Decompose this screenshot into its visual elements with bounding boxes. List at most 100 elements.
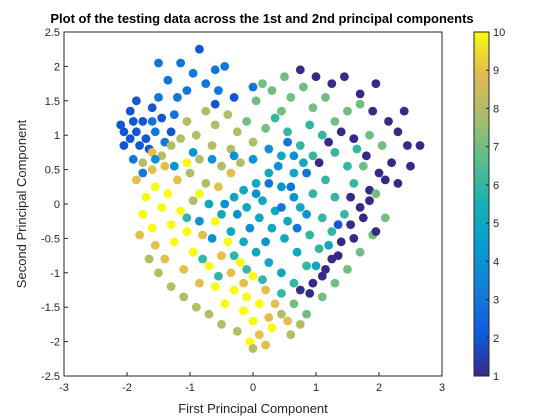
data-point: [365, 130, 374, 140]
data-point: [321, 175, 330, 185]
data-point: [254, 213, 264, 223]
data-point: [188, 247, 198, 257]
data-point: [368, 106, 378, 116]
data-point: [154, 268, 163, 278]
data-point: [289, 168, 299, 178]
data-point: [248, 137, 258, 147]
y-tick-label: 1.5: [45, 96, 60, 108]
data-point: [358, 213, 368, 223]
data-point: [349, 134, 359, 144]
data-point: [160, 161, 170, 171]
data-point: [302, 309, 311, 319]
data-point: [163, 189, 173, 199]
data-point: [232, 326, 242, 336]
data-point: [277, 289, 286, 298]
data-point: [261, 123, 270, 133]
y-tick-label: 2.5: [45, 27, 60, 39]
data-point: [330, 148, 340, 157]
data-point: [147, 117, 157, 126]
data-point: [302, 209, 311, 219]
data-point: [207, 234, 217, 243]
data-point: [289, 151, 299, 161]
data-point: [415, 141, 425, 150]
data-point: [336, 237, 346, 247]
data-point: [280, 72, 289, 82]
data-point: [188, 68, 198, 78]
data-point: [128, 117, 138, 126]
data-point: [251, 179, 261, 188]
data-point: [188, 196, 198, 206]
data-point: [160, 254, 170, 264]
data-point: [141, 192, 151, 202]
data-point: [273, 161, 283, 171]
data-point: [277, 106, 286, 116]
data-point: [324, 137, 333, 147]
data-point: [226, 268, 236, 278]
x-tick-label: 1: [313, 382, 319, 394]
data-point: [308, 103, 318, 113]
data-point: [195, 154, 204, 164]
data-point: [283, 127, 292, 137]
data-point: [343, 161, 352, 171]
data-point: [349, 179, 359, 188]
data-point: [157, 203, 167, 212]
colorbar-tick-label: 1: [493, 371, 499, 383]
data-point: [355, 247, 365, 257]
data-point: [239, 306, 249, 315]
data-point: [173, 93, 182, 102]
x-tick-label: 2: [376, 382, 382, 394]
y-tick-label: -1.5: [41, 302, 60, 314]
data-point: [220, 199, 230, 209]
data-point: [217, 161, 226, 171]
data-point: [299, 158, 308, 168]
data-point: [132, 96, 141, 106]
data-point: [251, 189, 261, 199]
x-tick-label: -1: [185, 382, 195, 394]
data-point: [264, 258, 274, 267]
data-point: [330, 278, 340, 288]
data-point: [166, 282, 176, 291]
x-tick-label: 0: [250, 382, 256, 394]
data-point: [229, 151, 239, 161]
data-point: [362, 151, 371, 161]
data-point: [182, 227, 192, 236]
data-point: [147, 223, 157, 233]
colorbar-tick-label: 9: [493, 65, 499, 77]
data-point: [232, 127, 242, 137]
x-tick-label: 3: [439, 382, 445, 394]
data-point: [132, 175, 141, 185]
data-point: [305, 289, 315, 298]
data-point: [132, 127, 141, 137]
data-point: [242, 265, 252, 274]
points-layer: [116, 44, 425, 353]
data-point: [138, 209, 148, 219]
data-point: [154, 93, 163, 102]
data-point: [267, 323, 277, 333]
data-point: [169, 237, 179, 247]
data-point: [264, 313, 274, 322]
data-point: [116, 120, 126, 130]
data-point: [248, 344, 258, 353]
data-point: [324, 240, 333, 250]
data-point: [317, 271, 327, 281]
data-point: [179, 265, 189, 274]
data-point: [239, 185, 249, 195]
data-point: [314, 158, 324, 168]
y-tick-label: -2: [50, 337, 60, 349]
data-point: [384, 117, 393, 126]
data-point: [125, 106, 135, 116]
data-point: [267, 223, 277, 233]
data-point: [198, 230, 208, 240]
data-point: [239, 237, 249, 247]
data-point: [248, 82, 258, 92]
data-point: [251, 247, 261, 257]
data-point: [343, 265, 352, 274]
data-point: [245, 223, 255, 233]
data-point: [176, 134, 186, 144]
data-point: [355, 89, 365, 99]
data-point: [229, 251, 239, 260]
colorbar-tick-label: 7: [493, 142, 499, 154]
data-point: [311, 72, 321, 82]
data-point: [223, 237, 233, 247]
